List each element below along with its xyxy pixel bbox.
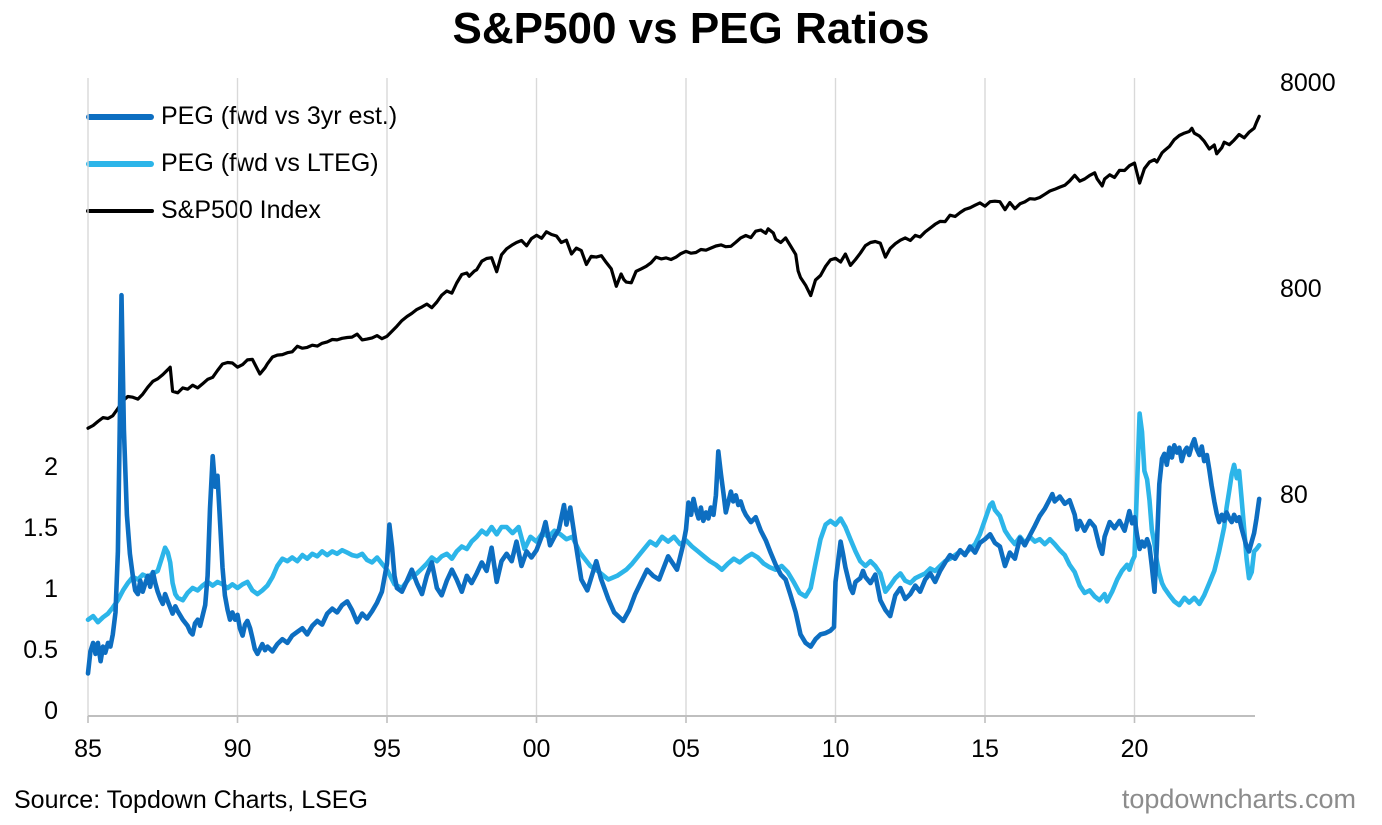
right-axis-label-800: 800 — [1280, 275, 1322, 303]
chart-title: S&P500 vs PEG Ratios — [452, 4, 930, 53]
x-tick-label-05: 05 — [672, 735, 700, 763]
peg-3yr-line — [85, 292, 1262, 676]
x-tick-label-20: 20 — [1121, 735, 1149, 763]
legend-item-peg-3yr: PEG (fwd vs 3yr est.) — [86, 93, 397, 140]
left-axis-label-0: 0 — [44, 697, 58, 725]
source-note: Source: Topdown Charts, LSEG — [14, 786, 368, 814]
legend-swatch-sp500-line-icon — [86, 208, 154, 213]
sp500-line — [86, 114, 1261, 430]
x-tick-label-85: 85 — [74, 735, 102, 763]
x-tick-label-15: 15 — [971, 735, 999, 763]
legend-item-peg-lteg: PEG (fwd vs LTEG) — [86, 140, 397, 187]
watermark-website: topdowncharts.com — [1121, 784, 1356, 814]
right-axis-label-80: 80 — [1280, 481, 1308, 509]
right-axis-label-8000: 8000 — [1280, 69, 1336, 97]
legend-item-sp500: S&P500 Index — [86, 187, 397, 234]
left-axis-label-1.5: 1.5 — [23, 514, 58, 542]
x-tick-label-10: 10 — [822, 735, 850, 763]
legend-swatch-peg-lteg-line-icon — [86, 160, 154, 167]
left-axis-label-1: 1 — [44, 575, 58, 603]
x-tick-label-90: 90 — [224, 735, 252, 763]
x-tick-label-00: 00 — [523, 735, 551, 763]
legend-label-peg-lteg: PEG (fwd vs LTEG) — [161, 149, 379, 177]
legend-swatch-peg-3yr-line-icon — [86, 113, 154, 120]
x-tick-label-95: 95 — [373, 735, 401, 763]
legend: PEG (fwd vs 3yr est.) PEG (fwd vs LTEG) … — [86, 93, 397, 234]
peg-lteg-line — [85, 411, 1262, 625]
legend-label-sp500: S&P500 Index — [161, 196, 321, 224]
left-axis-label-0.5: 0.5 — [23, 636, 58, 664]
legend-label-peg-3yr: PEG (fwd vs 3yr est.) — [161, 102, 398, 130]
left-axis-label-2: 2 — [44, 453, 58, 481]
